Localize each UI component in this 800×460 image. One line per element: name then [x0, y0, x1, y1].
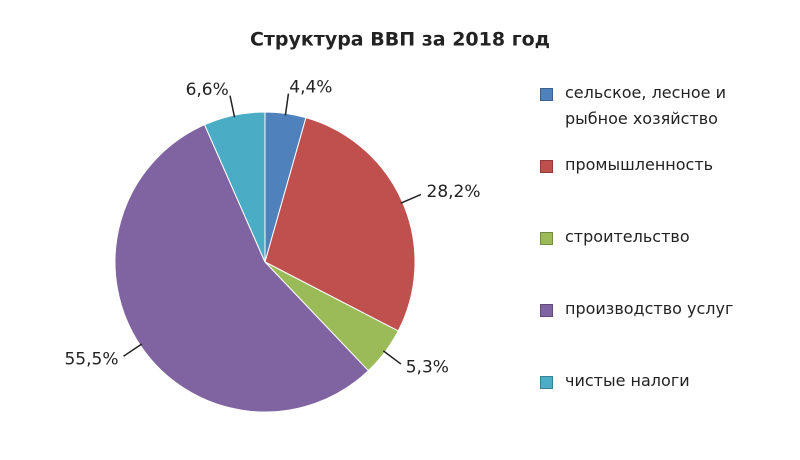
legend: сельское, лесное и рыбное хозяйство промы…: [540, 80, 780, 440]
legend-swatch: [540, 160, 553, 173]
legend-item: производство услуг: [540, 296, 780, 368]
legend-label: промышленность: [565, 155, 714, 174]
legend-item: строительство: [540, 224, 780, 296]
chart-title: Структура ВВП за 2018 год: [250, 29, 550, 51]
legend-swatch: [540, 88, 553, 101]
legend-label: чистые налоги: [565, 371, 690, 390]
legend-swatch: [540, 232, 553, 245]
data-label: 55,5%: [64, 350, 118, 370]
legend-item: чистые налоги: [540, 368, 780, 440]
legend-item: промышленность: [540, 152, 780, 224]
legend-swatch: [540, 304, 553, 317]
data-label: 28,2%: [427, 182, 481, 202]
legend-item: сельское, лесное и рыбное хозяйство: [540, 80, 780, 152]
leader-line: [382, 350, 402, 365]
legend-label: строительство: [565, 227, 690, 246]
data-label: 5,3%: [406, 358, 449, 378]
data-label: 4,4%: [289, 78, 332, 98]
data-label: 6,6%: [186, 80, 229, 100]
leader-line: [123, 343, 143, 357]
legend-label: сельское, лесное и рыбное хозяйство: [565, 83, 727, 128]
legend-label: производство услуг: [565, 299, 734, 318]
leader-line: [284, 93, 290, 116]
leader-line: [229, 95, 236, 118]
legend-swatch: [540, 376, 553, 389]
leader-line: [400, 193, 422, 204]
